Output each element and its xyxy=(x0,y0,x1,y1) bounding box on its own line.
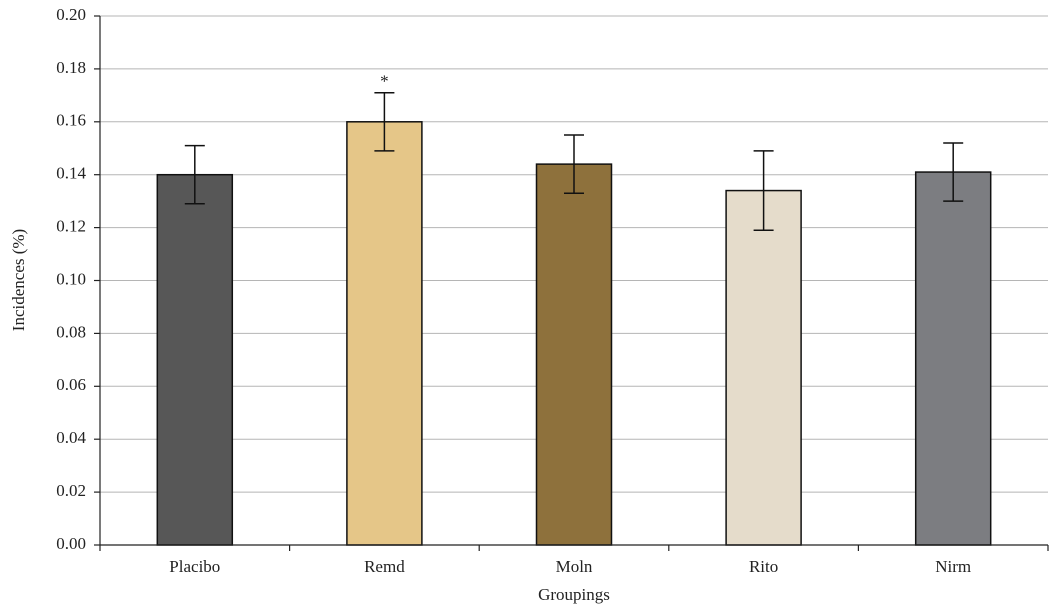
y-tick-label: 0.02 xyxy=(56,481,86,500)
x-tick-label: Nirm xyxy=(935,557,971,576)
bar xyxy=(346,121,423,546)
y-tick-label: 0.12 xyxy=(56,217,86,236)
y-tick-label: 0.14 xyxy=(56,164,86,183)
x-tick-label: Rito xyxy=(749,557,778,576)
bar xyxy=(535,163,613,546)
x-tick-label: Moln xyxy=(556,557,593,576)
y-tick-label: 0.20 xyxy=(56,5,86,24)
y-tick-label: 0.08 xyxy=(56,322,86,341)
y-tick-label: 0.10 xyxy=(56,269,86,288)
bar xyxy=(914,171,992,546)
x-tick-label: Placibo xyxy=(169,557,220,576)
x-axis-label: Groupings xyxy=(538,585,610,604)
y-tick-label: 0.16 xyxy=(56,111,86,130)
y-tick-label: 0.06 xyxy=(56,375,86,394)
bar xyxy=(725,189,802,546)
y-tick-label: 0.18 xyxy=(56,58,86,77)
y-axis-label: Incidences (%) xyxy=(9,229,28,331)
x-tick-label: Remd xyxy=(364,557,405,576)
y-tick-label: 0.04 xyxy=(56,428,86,447)
y-tick-label: 0.00 xyxy=(56,534,86,553)
bar xyxy=(156,173,234,546)
significance-label: * xyxy=(380,72,389,91)
